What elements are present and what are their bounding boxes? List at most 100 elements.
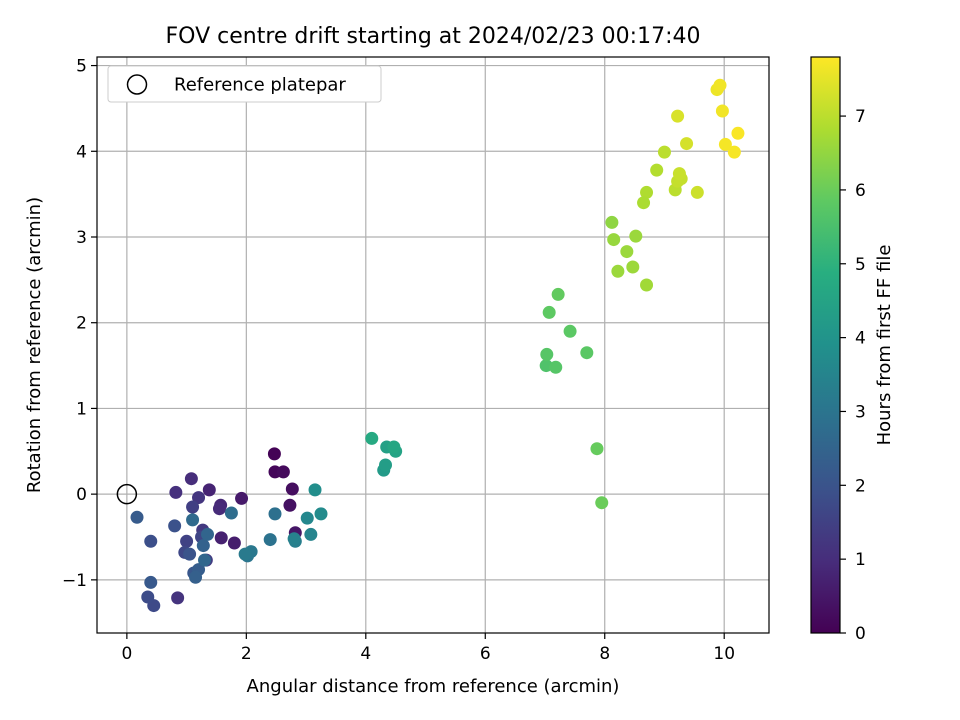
data-point xyxy=(713,78,727,92)
grid-lines xyxy=(97,57,769,633)
data-point xyxy=(680,137,694,151)
data-point xyxy=(168,519,182,533)
data-point xyxy=(202,483,216,497)
y-tick-label: 5 xyxy=(76,57,87,77)
data-point xyxy=(626,260,640,274)
colorbar-ticks: 0 1 2 3 4 5 6 7 xyxy=(840,107,866,644)
y-tick-label: 2 xyxy=(76,314,87,334)
data-point xyxy=(300,511,314,525)
data-point xyxy=(169,485,183,499)
data-point xyxy=(214,531,228,545)
data-points xyxy=(130,78,745,613)
data-point xyxy=(640,278,654,292)
data-point xyxy=(283,498,297,512)
data-point xyxy=(718,137,732,151)
plot-frame xyxy=(96,56,770,634)
data-point xyxy=(198,553,212,567)
data-point xyxy=(308,483,322,497)
data-point xyxy=(727,145,741,159)
x-tick-label: 6 xyxy=(480,644,491,664)
reference-platepar-marker xyxy=(116,483,138,505)
data-point xyxy=(186,513,200,527)
data-point xyxy=(657,145,671,159)
colorbar-tick-label: 4 xyxy=(855,329,866,349)
data-point xyxy=(263,533,277,547)
data-point xyxy=(542,305,556,319)
data-point xyxy=(671,109,685,123)
data-point xyxy=(238,547,252,561)
y-tick-label: 1 xyxy=(76,399,87,419)
data-point xyxy=(144,575,158,589)
legend-label: Reference platepar xyxy=(174,75,346,96)
data-point xyxy=(690,185,704,199)
colorbar-label: Hours from first FF file xyxy=(874,245,895,446)
data-point xyxy=(212,502,226,516)
data-point xyxy=(130,510,144,524)
data-point xyxy=(607,233,621,247)
data-point xyxy=(276,465,290,479)
x-axis-label: Angular distance from reference (arcmin) xyxy=(247,676,620,697)
colorbar-tick-label: 0 xyxy=(855,624,866,644)
data-point xyxy=(387,440,401,454)
x-tick-label: 4 xyxy=(360,644,371,664)
data-point xyxy=(379,458,393,472)
y-tick-label: 4 xyxy=(76,142,87,162)
x-tick-label: 8 xyxy=(599,644,610,664)
data-point xyxy=(629,229,643,243)
data-point xyxy=(590,442,604,456)
data-point xyxy=(314,507,328,521)
data-point xyxy=(605,215,619,229)
data-point xyxy=(196,539,210,553)
data-point xyxy=(141,590,155,604)
data-point xyxy=(549,360,563,374)
data-point xyxy=(595,496,609,510)
data-point xyxy=(224,506,238,520)
data-point xyxy=(189,570,203,584)
data-point xyxy=(192,491,206,505)
data-point xyxy=(144,534,158,548)
data-point xyxy=(227,536,241,550)
data-point xyxy=(304,527,318,541)
data-point xyxy=(186,500,200,514)
x-axis-ticks: 0 2 4 6 8 10 xyxy=(121,633,735,664)
data-point xyxy=(171,591,185,605)
data-point xyxy=(267,447,281,461)
colorbar-tick-label: 1 xyxy=(855,550,866,570)
legend-marker-open-circle-icon xyxy=(126,74,148,95)
colorbar-gradient xyxy=(811,57,840,633)
data-point xyxy=(540,347,554,361)
data-point xyxy=(201,527,215,541)
y-tick-label: 3 xyxy=(76,228,87,248)
y-axis-ticks: −1 0 1 2 3 4 5 xyxy=(62,57,97,591)
y-tick-label: −1 xyxy=(62,571,87,591)
colorbar-tick-label: 7 xyxy=(855,107,866,127)
data-point xyxy=(637,196,651,210)
data-point xyxy=(620,245,634,259)
x-tick-label: 2 xyxy=(241,644,252,664)
colorbar-tick-label: 5 xyxy=(855,255,866,275)
data-point xyxy=(715,104,729,118)
colorbar-tick-label: 3 xyxy=(855,402,866,422)
x-tick-label: 0 xyxy=(121,644,132,664)
y-axis-label: Rotation from reference (arcmin) xyxy=(24,197,45,493)
colorbar-frame xyxy=(810,56,841,634)
colorbar: 0 1 2 3 4 5 6 7 Hours from first FF file xyxy=(810,56,895,644)
legend: Reference platepar xyxy=(107,65,382,103)
data-point xyxy=(611,264,625,278)
data-point xyxy=(235,491,249,505)
colorbar-tick-label: 6 xyxy=(855,181,866,201)
data-point xyxy=(731,126,745,140)
legend-box xyxy=(107,65,382,103)
data-point xyxy=(551,287,565,301)
data-point xyxy=(650,163,664,177)
data-point xyxy=(180,534,194,548)
data-point xyxy=(268,507,282,521)
data-point xyxy=(580,346,594,360)
data-point xyxy=(563,324,577,338)
data-point xyxy=(672,167,686,181)
colorbar-tick-label: 2 xyxy=(855,476,866,496)
data-point xyxy=(640,185,654,199)
x-tick-label: 10 xyxy=(713,644,735,664)
data-point xyxy=(287,532,301,546)
